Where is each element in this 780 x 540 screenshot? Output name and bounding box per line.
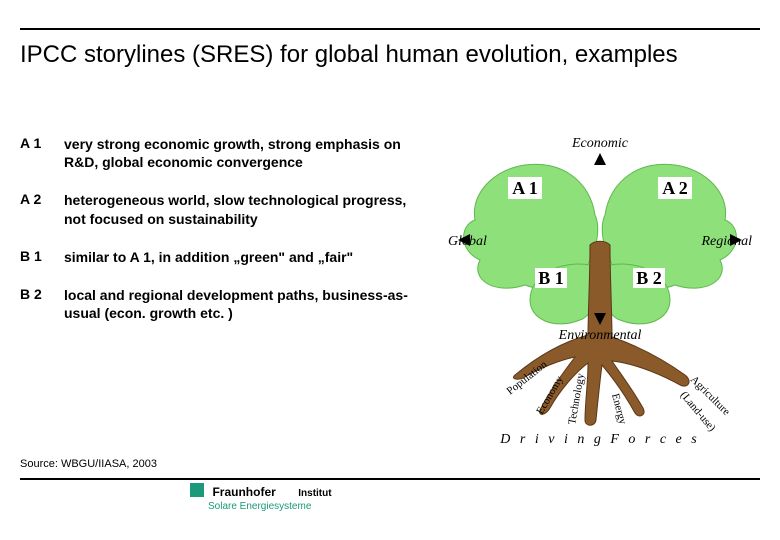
divider-bottom: [20, 478, 760, 480]
svg-text:B 2: B 2: [636, 268, 662, 288]
sres-tree-diagram: Economic Environmental Global Regional A…: [440, 125, 760, 445]
fraunhofer-logo: Fraunhofer Institut Solare Energiesystem…: [190, 483, 370, 512]
definition-row: A 1 very strong economic growth, strong …: [20, 135, 420, 171]
source-text: Source: WBGU/IIASA, 2003: [20, 458, 157, 470]
svg-text:B 1: B 1: [538, 268, 564, 288]
quadrant-a2: A 2: [658, 177, 692, 199]
logo-mark: [190, 483, 204, 497]
quadrant-a1: A 1: [508, 177, 542, 199]
divider-top: [20, 28, 760, 30]
axis-label-global: Global: [448, 234, 487, 249]
definition-desc: similar to A 1, in addition „green" and …: [64, 248, 420, 266]
logo-name: Fraunhofer: [212, 485, 275, 499]
definition-desc: heterogeneous world, slow technological …: [64, 191, 420, 227]
quadrant-b1: B 1: [535, 268, 567, 288]
svg-text:Population: Population: [504, 358, 549, 397]
definition-code: A 2: [20, 191, 64, 227]
definitions-list: A 1 very strong economic growth, strong …: [20, 135, 420, 342]
definition-desc: very strong economic growth, strong emph…: [64, 135, 420, 171]
page-title: IPCC storylines (SRES) for global human …: [20, 40, 760, 70]
quadrant-b2: B 2: [633, 268, 665, 288]
svg-text:A 1: A 1: [512, 178, 538, 198]
definition-code: B 2: [20, 286, 64, 322]
definition-desc: local and regional development paths, bu…: [64, 286, 420, 322]
driving-forces-label: D r i v i n g F o r c e s: [499, 432, 699, 447]
logo-sub: Solare Energiesysteme: [208, 501, 370, 512]
definition-row: B 1 similar to A 1, in addition „green" …: [20, 248, 420, 266]
axis-label-economic: Economic: [571, 136, 629, 151]
definition-code: A 1: [20, 135, 64, 171]
svg-text:A 2: A 2: [662, 178, 688, 198]
axis-label-regional: Regional: [700, 234, 752, 249]
definition-code: B 1: [20, 248, 64, 266]
svg-text:Economy: Economy: [534, 374, 566, 417]
axis-label-environmental: Environmental: [558, 328, 642, 343]
logo-inst: Institut: [298, 488, 331, 499]
definition-row: A 2 heterogeneous world, slow technologi…: [20, 191, 420, 227]
definition-row: B 2 local and regional development paths…: [20, 286, 420, 322]
